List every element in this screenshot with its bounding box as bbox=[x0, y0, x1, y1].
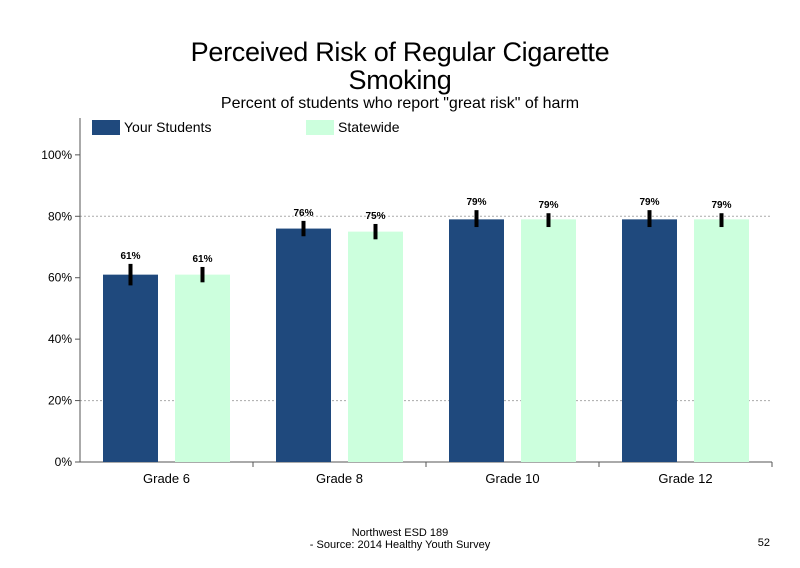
y-tick-label: 100% bbox=[41, 148, 72, 162]
data-label: 75% bbox=[365, 211, 385, 222]
data-label: 61% bbox=[192, 254, 212, 265]
y-tick-label: 20% bbox=[48, 394, 72, 408]
footer-org: Northwest ESD 189 bbox=[351, 527, 449, 539]
chart-title: Perceived Risk of Regular Cigarette Smok… bbox=[0, 38, 800, 94]
page-number: 52 bbox=[757, 537, 770, 549]
data-label: 79% bbox=[711, 200, 731, 211]
bar-statewide bbox=[348, 231, 403, 462]
legend-item-statewide: Statewide bbox=[306, 119, 399, 135]
data-label: 79% bbox=[538, 200, 558, 211]
chart-title-line2: Smoking bbox=[348, 65, 452, 95]
data-label: 79% bbox=[466, 197, 486, 208]
legend-label-statewide: Statewide bbox=[338, 119, 400, 135]
data-label: 61% bbox=[120, 251, 140, 262]
y-tick-label: 60% bbox=[48, 271, 72, 285]
legend-item-your-students: Your Students bbox=[92, 119, 211, 135]
category-label: Grade 6 bbox=[143, 471, 190, 486]
bar-your-students bbox=[449, 219, 504, 462]
y-tick-label: 80% bbox=[48, 209, 72, 223]
bar-your-students bbox=[622, 219, 677, 462]
bar-statewide bbox=[175, 274, 230, 462]
legend-swatch-your-students bbox=[92, 119, 120, 135]
chart-subtitle: Percent of students who report "great ri… bbox=[220, 95, 580, 112]
bar-your-students bbox=[103, 274, 158, 462]
legend-label-your-students: Your Students bbox=[124, 119, 212, 135]
y-tick-label: 40% bbox=[48, 332, 72, 346]
footer-source: - Source: 2014 Healthy Youth Survey bbox=[309, 539, 491, 551]
footer: Northwest ESD 189 - Source: 2014 Healthy… bbox=[0, 527, 800, 551]
category-label: Grade 12 bbox=[658, 471, 712, 486]
y-tick-label: 0% bbox=[55, 455, 73, 469]
chart-title-line1: Perceived Risk of Regular Cigarette bbox=[190, 37, 610, 67]
data-label: 79% bbox=[639, 197, 659, 208]
legend-swatch-statewide bbox=[306, 119, 334, 135]
category-label: Grade 8 bbox=[316, 471, 363, 486]
data-label: 76% bbox=[293, 208, 313, 219]
category-label: Grade 10 bbox=[485, 471, 539, 486]
bar-statewide bbox=[694, 219, 749, 462]
bar-your-students bbox=[276, 228, 331, 462]
bar-statewide bbox=[521, 219, 576, 462]
